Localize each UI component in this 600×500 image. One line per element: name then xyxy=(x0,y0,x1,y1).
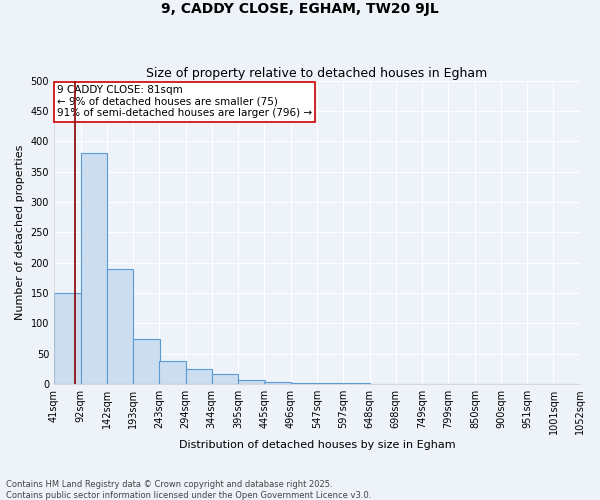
Bar xyxy=(80,154,107,384)
Bar xyxy=(291,383,317,384)
Bar xyxy=(107,269,133,384)
Title: Size of property relative to detached houses in Egham: Size of property relative to detached ho… xyxy=(146,66,488,80)
Text: Contains HM Land Registry data © Crown copyright and database right 2025.
Contai: Contains HM Land Registry data © Crown c… xyxy=(6,480,371,500)
Bar xyxy=(133,338,160,384)
Bar xyxy=(185,369,212,384)
Text: 9, CADDY CLOSE, EGHAM, TW20 9JL: 9, CADDY CLOSE, EGHAM, TW20 9JL xyxy=(161,2,439,16)
Bar xyxy=(54,293,80,384)
Text: 9 CADDY CLOSE: 81sqm
← 9% of detached houses are smaller (75)
91% of semi-detach: 9 CADDY CLOSE: 81sqm ← 9% of detached ho… xyxy=(56,85,312,118)
Bar xyxy=(264,382,291,384)
Bar xyxy=(238,380,265,384)
Y-axis label: Number of detached properties: Number of detached properties xyxy=(15,144,25,320)
Bar xyxy=(212,374,238,384)
Bar xyxy=(159,361,185,384)
X-axis label: Distribution of detached houses by size in Egham: Distribution of detached houses by size … xyxy=(179,440,455,450)
